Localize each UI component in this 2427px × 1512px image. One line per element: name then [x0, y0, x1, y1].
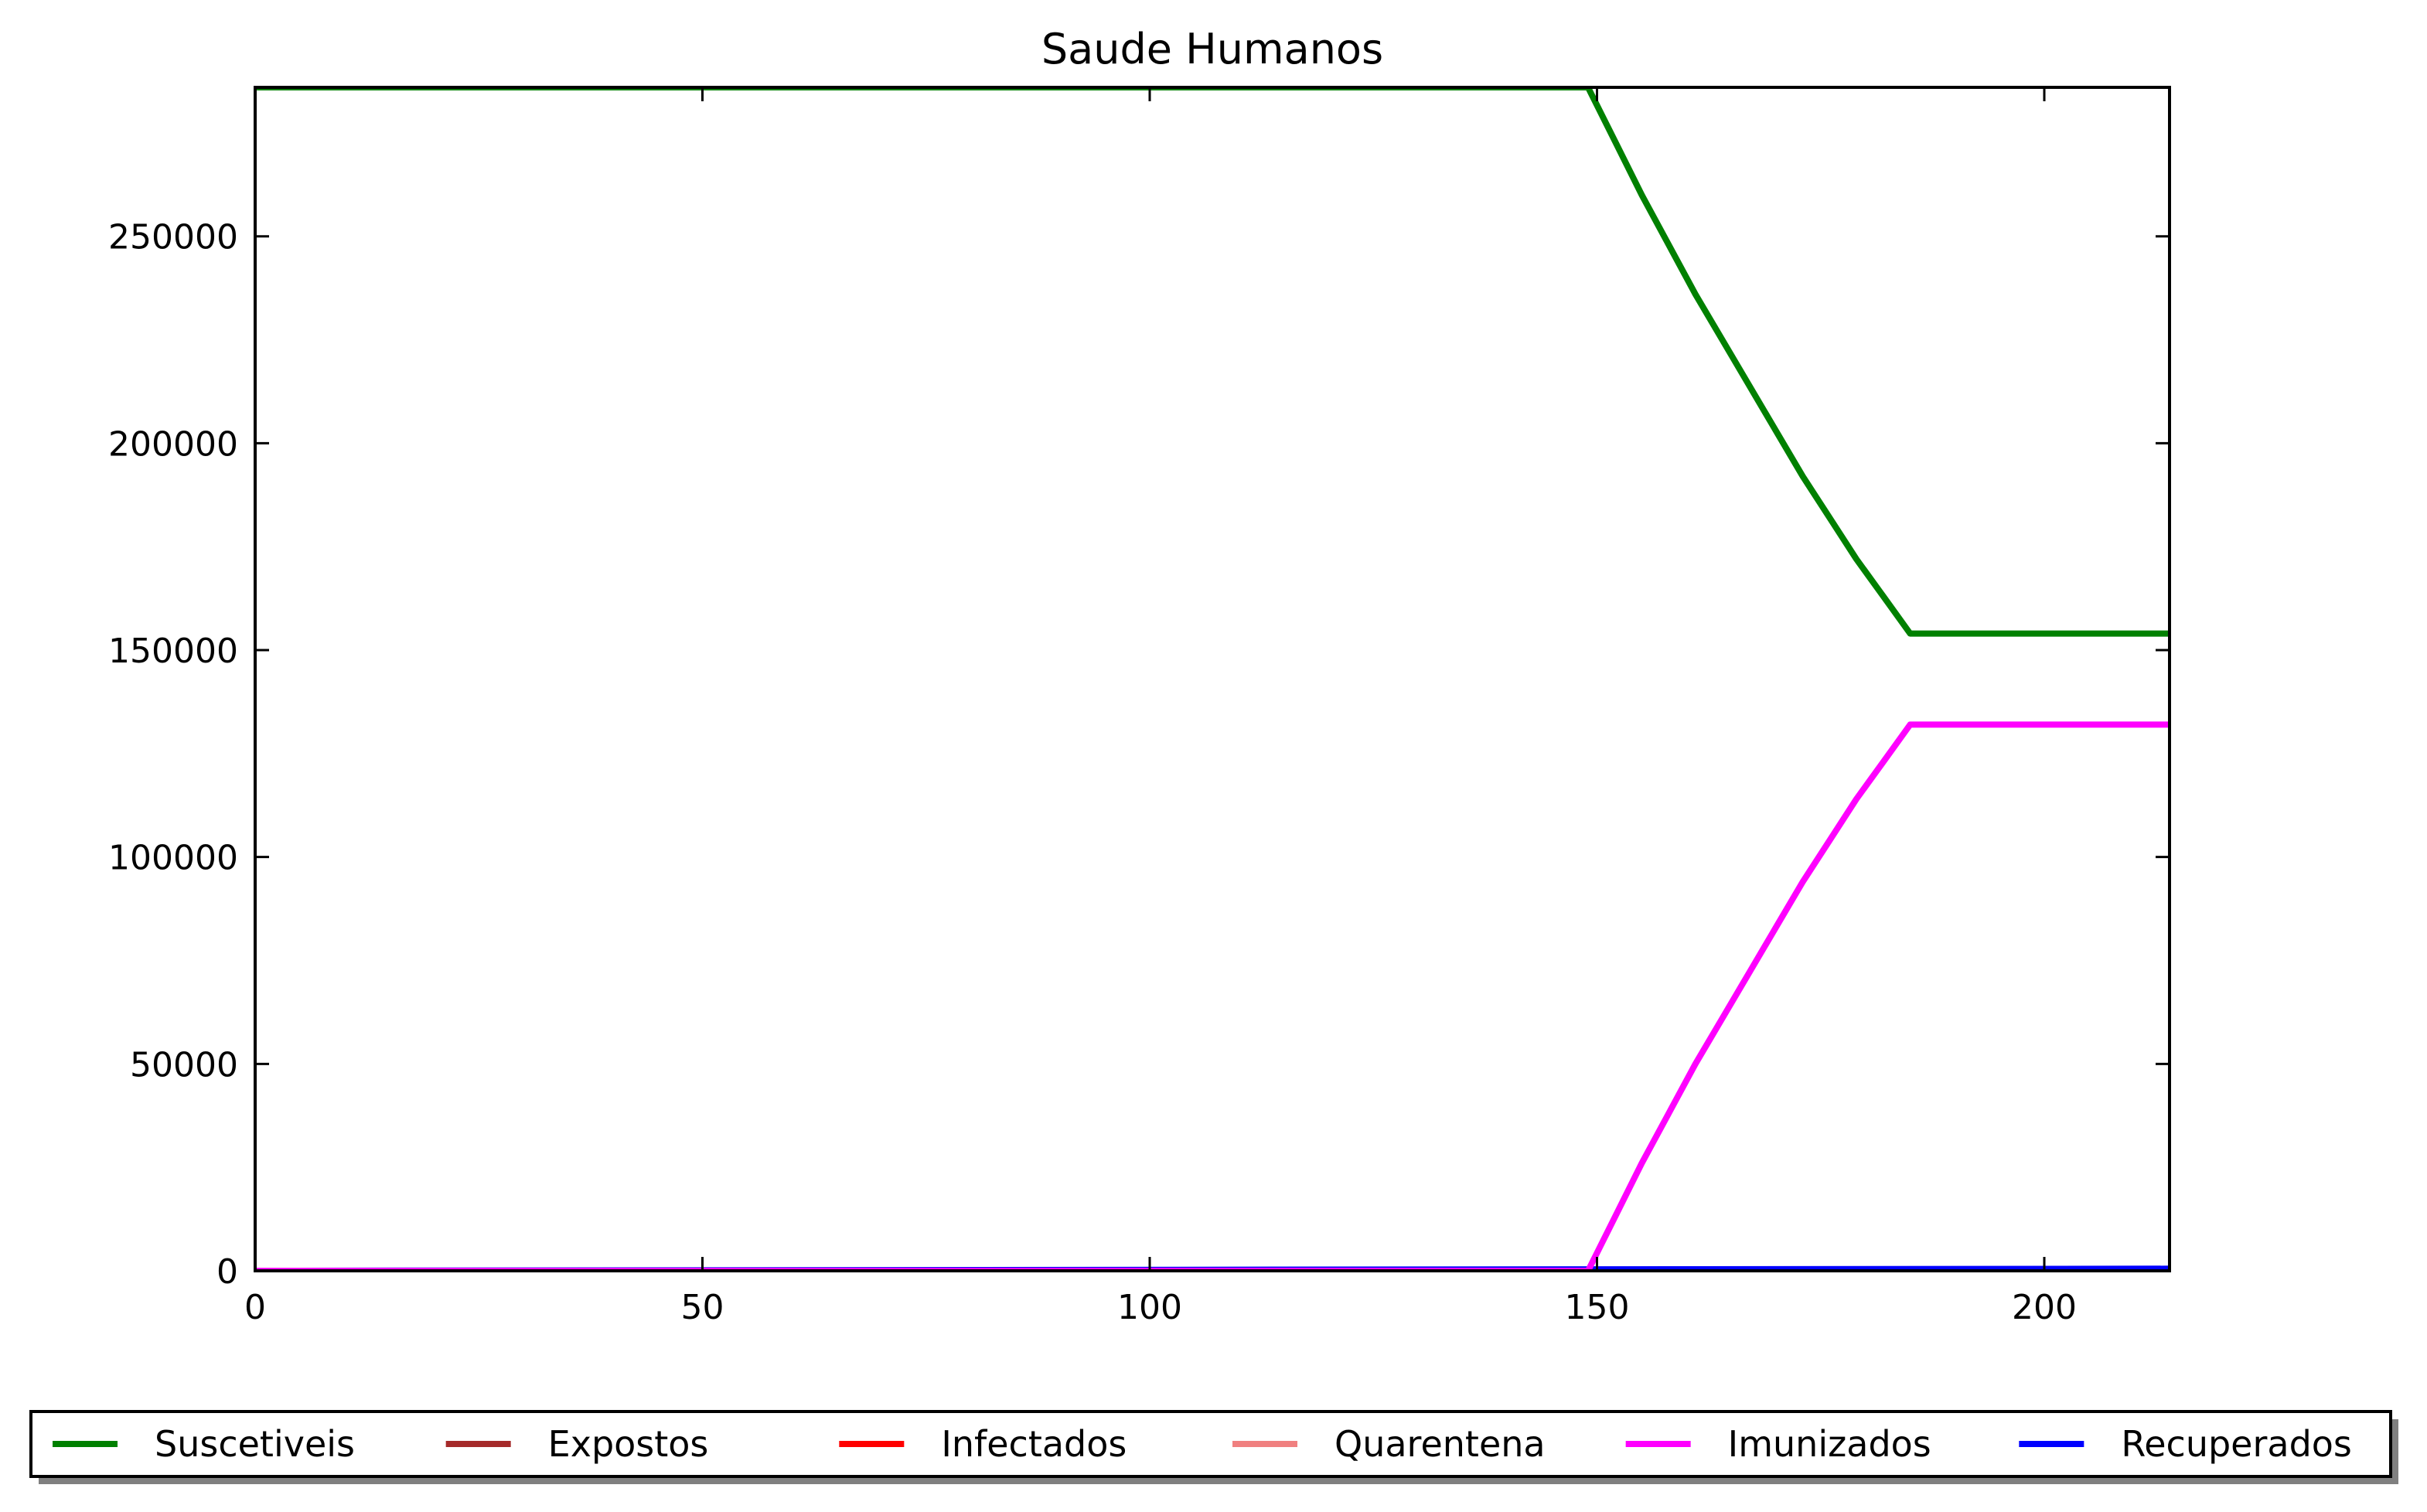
x-tick-label: 100 [1117, 1288, 1182, 1327]
x-tick-label: 0 [244, 1288, 266, 1327]
axis-ticks [254, 87, 2170, 1272]
y-tick-label: 0 [216, 1252, 238, 1292]
y-tick-label: 100000 [108, 839, 238, 878]
plot-area [255, 87, 2170, 1271]
legend-label-recuperados: Recuperados [2121, 1423, 2352, 1465]
y-tick-label: 150000 [108, 632, 238, 671]
y-tick-label: 250000 [108, 218, 238, 257]
chart-title: Saude Humanos [1041, 25, 1383, 73]
legend-label-expostos: Expostos [548, 1423, 709, 1465]
axis-tick-labels: 0 50 100 150 200 0 50000 100000 150000 200000 2500… [108, 218, 2077, 1327]
legend-box [29, 1410, 2392, 1478]
x-tick-label: 200 [2012, 1288, 2077, 1327]
legend-label-infectados: Infectados [941, 1423, 1127, 1465]
y-tick-label: 200000 [108, 424, 238, 464]
y-tick-label: 50000 [130, 1045, 238, 1085]
x-tick-label: 50 [681, 1288, 724, 1327]
legend-items: Suscetiveis Expostos Infectados Quarentena I… [53, 1423, 2352, 1465]
series-line-imunizados [255, 721, 2170, 1271]
legend: Suscetiveis Expostos Infectados Quarentena I… [29, 1410, 2398, 1484]
series-line-suscetiveis [255, 87, 2170, 637]
legend-label-suscetiveis: Suscetiveis [155, 1423, 355, 1465]
x-tick-label: 150 [1565, 1288, 1630, 1327]
plot-frame [254, 86, 2171, 1272]
legend-label-quarentena: Quarentena [1335, 1423, 1546, 1465]
legend-label-imunizados: Imunizados [1728, 1423, 1931, 1465]
